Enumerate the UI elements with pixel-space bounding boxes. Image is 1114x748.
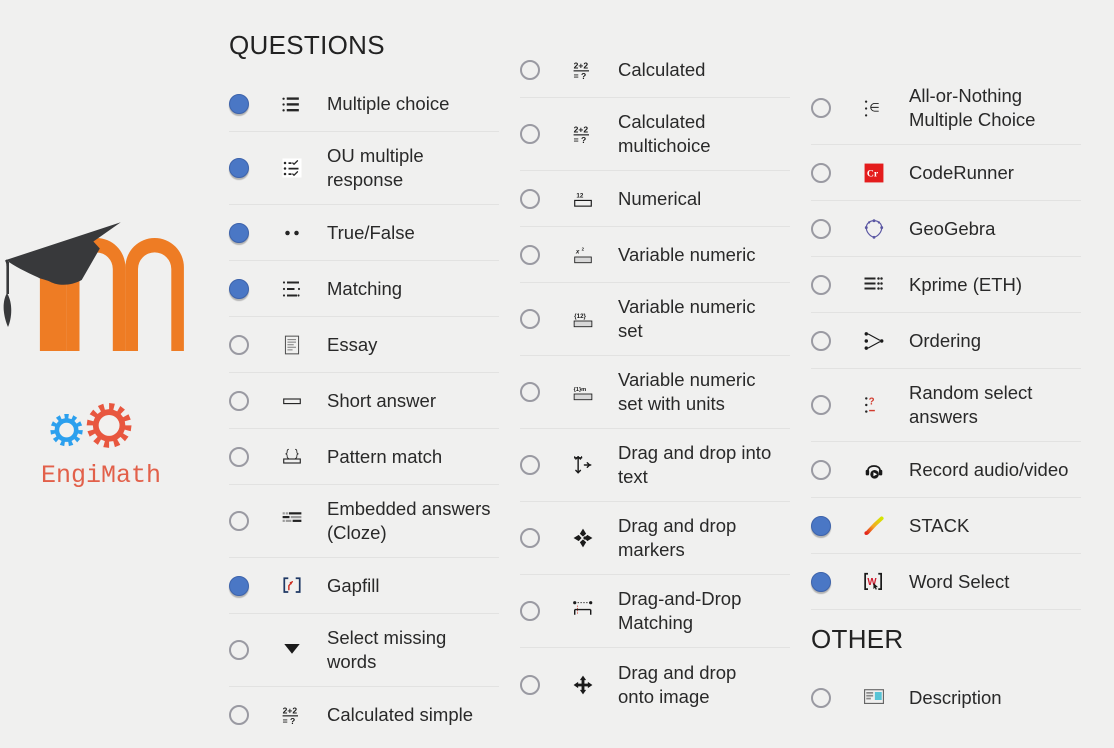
svg-text:2+2: 2+2 bbox=[574, 125, 589, 135]
svg-text:?: ? bbox=[869, 397, 875, 408]
svg-text:Cr: Cr bbox=[867, 168, 879, 179]
svg-text:2+2: 2+2 bbox=[574, 60, 589, 70]
svg-text:= ?: = ? bbox=[574, 70, 587, 79]
svg-text:12: 12 bbox=[576, 192, 583, 199]
svg-text:2+2: 2+2 bbox=[283, 706, 298, 716]
svg-text:{12}: {12} bbox=[574, 313, 586, 320]
svg-text:= ?: = ? bbox=[283, 716, 296, 725]
svg-text:{1}m: {1}m bbox=[574, 387, 587, 393]
svg-text:x: x bbox=[575, 248, 580, 255]
svg-text:2: 2 bbox=[582, 246, 585, 251]
svg-text:= ?: = ? bbox=[574, 135, 587, 144]
svg-text:∈: ∈ bbox=[869, 101, 880, 115]
